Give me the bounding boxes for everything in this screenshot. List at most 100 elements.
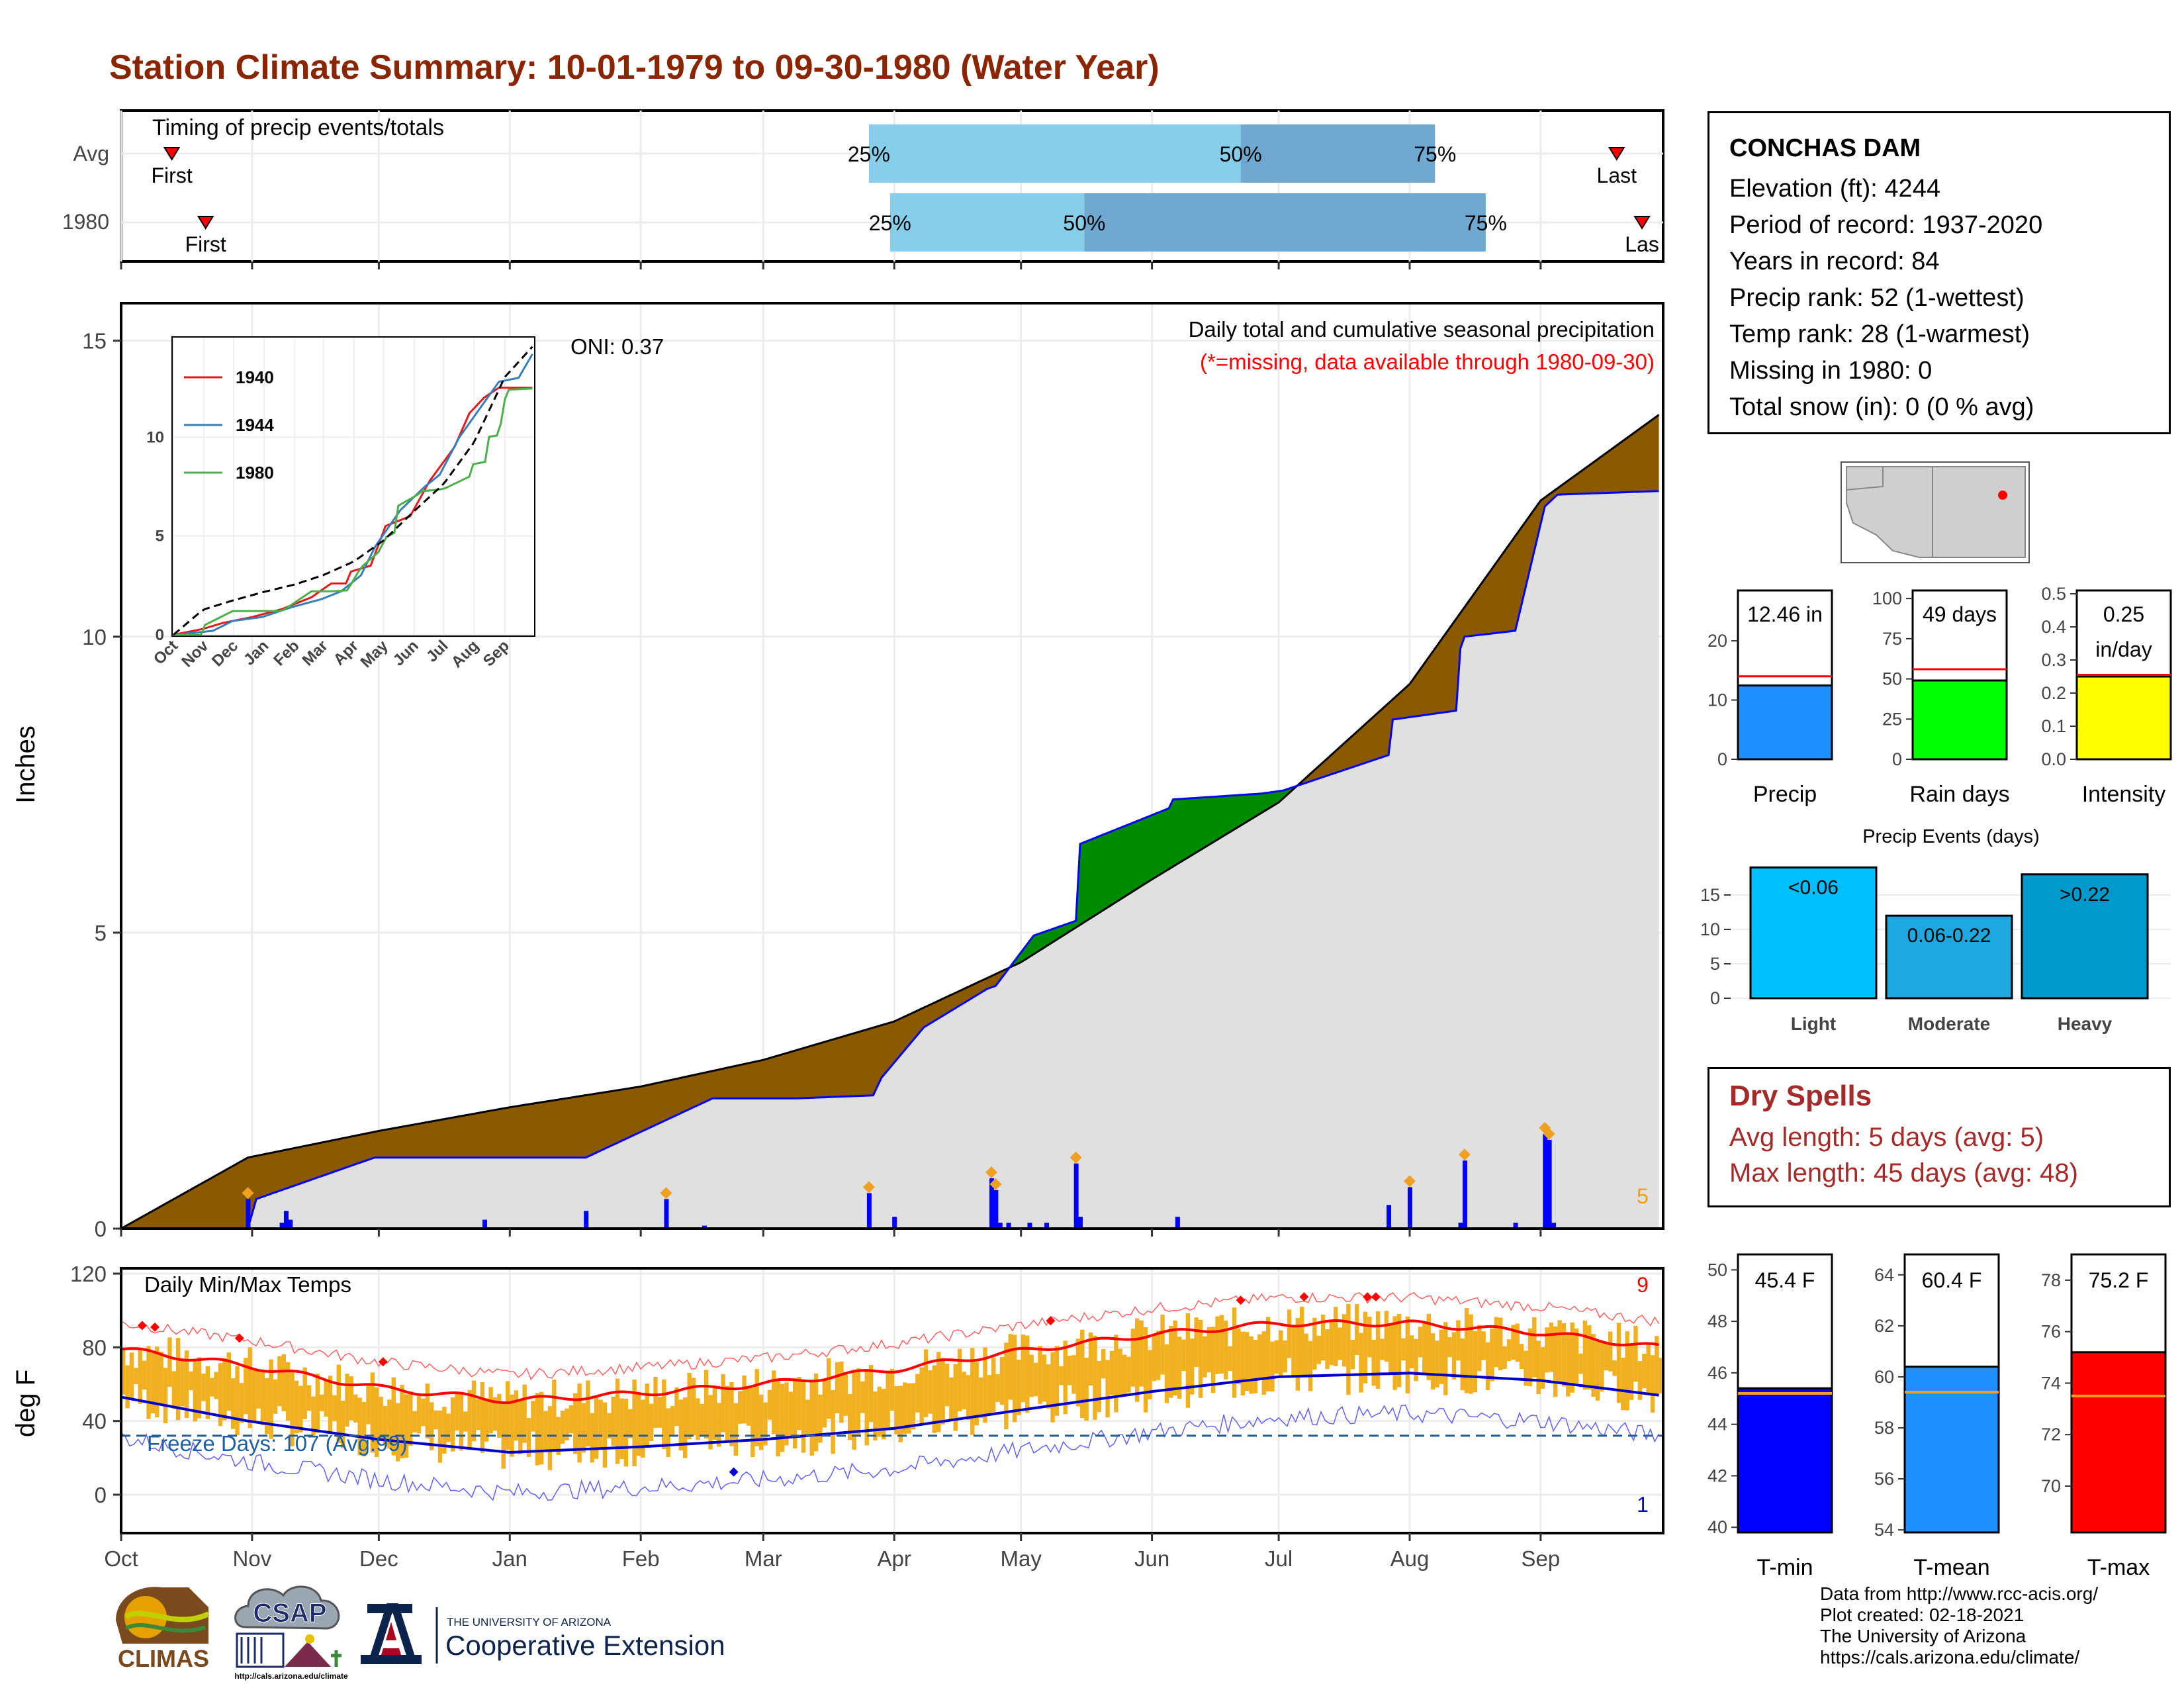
daily-temp-bar <box>1181 1339 1186 1372</box>
precip-events-title: Precip Events (days) <box>1862 826 2040 847</box>
timing-row-1980-label: 1980 <box>62 210 109 234</box>
rain-days-tick-label: 75 <box>1882 629 1902 649</box>
daily-temp-bar <box>1075 1338 1081 1407</box>
daily-temp-bar <box>1375 1311 1381 1389</box>
daily-temp-bar <box>1334 1307 1338 1366</box>
daily-temp-bar <box>1122 1354 1127 1396</box>
daily-temp-bar <box>653 1376 658 1429</box>
timing-bar-q25-q50 <box>868 124 1241 183</box>
record-high-marker <box>137 1321 147 1331</box>
daily-temp-bar <box>332 1395 337 1421</box>
timing-label: Timing of precip events/totals <box>152 115 444 140</box>
daily-temp-bar <box>214 1372 218 1399</box>
daily-temp-bar <box>1012 1335 1017 1423</box>
month-label: Aug <box>1390 1546 1430 1571</box>
daily-temp-bar <box>704 1370 709 1439</box>
freeze-days-label: Freeze Days: 107 (Avg:99) <box>147 1431 408 1456</box>
credits: Data from http://www.rcc-acis.org/ Plot … <box>1820 1583 2098 1668</box>
daily-temp-bar <box>1173 1320 1177 1396</box>
daily-temp-bar <box>1300 1307 1304 1376</box>
month-label: Jan <box>492 1546 527 1571</box>
daily-temp-bar <box>721 1374 725 1432</box>
daily-temp-bar <box>1071 1355 1076 1394</box>
daily-temp-bar <box>129 1352 134 1399</box>
daily-precip-bar <box>288 1219 293 1229</box>
month-label: Jun <box>1134 1546 1169 1571</box>
precip-total-value-label: 12.46 in <box>1747 602 1823 626</box>
daily-temp-bar <box>1536 1340 1541 1395</box>
daily-temp-bar <box>408 1391 413 1446</box>
daily-temp-bar <box>260 1370 265 1426</box>
rain-days-bar <box>1911 679 2008 761</box>
daily-temp-bar <box>1338 1327 1342 1360</box>
daily-temp-bar <box>484 1398 489 1442</box>
daily-temp-bar <box>1291 1327 1296 1377</box>
daily-temp-bar <box>1409 1335 1414 1368</box>
daily-precip-bar <box>1462 1160 1467 1229</box>
daily-temp-bar <box>1109 1350 1115 1395</box>
daily-temp-bar <box>138 1347 142 1404</box>
tmax-tick-label: 70 <box>2041 1476 2061 1496</box>
daily-temp-bar <box>442 1407 447 1454</box>
tmax-tick-label: 72 <box>2041 1425 2061 1444</box>
daily-temp-bar <box>1304 1333 1308 1377</box>
tmean-tick-label: 62 <box>1874 1316 1894 1336</box>
daily-temp-bar <box>1164 1344 1169 1403</box>
daily-temp-bar <box>784 1382 789 1446</box>
month-label: Jul <box>1265 1546 1293 1571</box>
daily-temp-bar <box>628 1409 633 1438</box>
precip-events-category-label: Light <box>1791 1013 1836 1034</box>
tmax-tick-label: 76 <box>2041 1322 2061 1342</box>
daily-temp-bar <box>813 1374 819 1452</box>
daily-temp-bar <box>953 1364 958 1431</box>
first-event-label: First <box>185 232 226 256</box>
daily-temp-bar <box>552 1380 557 1450</box>
daily-precip-bar <box>584 1211 589 1229</box>
daily-temp-bar <box>1642 1354 1647 1389</box>
daily-temp-bar <box>746 1387 751 1426</box>
daily-temp-bar <box>391 1377 396 1456</box>
daily-temp-bar <box>311 1396 316 1436</box>
heavy-precip-marker <box>1403 1175 1416 1188</box>
daily-temp-bar <box>281 1354 286 1411</box>
precip-events-tick-label: 5 <box>1710 954 1720 974</box>
daily-temp-bar <box>197 1357 202 1419</box>
daily-temp-bar <box>1637 1361 1643 1400</box>
precip-total-axis-label: Precip <box>1753 782 1817 807</box>
daily-temp-bar <box>1118 1348 1122 1397</box>
inset-legend-label: 1944 <box>236 415 274 435</box>
daily-temp-bar <box>1067 1355 1072 1385</box>
daily-temp-bar <box>886 1370 890 1428</box>
daily-temp-bar <box>907 1383 911 1434</box>
daily-temp-bar <box>1396 1313 1402 1387</box>
daily-temp-bar <box>678 1399 684 1451</box>
daily-temp-bar <box>1253 1340 1258 1393</box>
daily-temp-bar <box>569 1405 574 1434</box>
daily-temp-bar <box>1210 1327 1216 1393</box>
daily-temp-bar <box>581 1403 586 1453</box>
daily-temp-bar <box>150 1353 156 1414</box>
inset-average-line <box>173 346 533 636</box>
month-label: Apr <box>878 1546 911 1571</box>
summary-bars: 0 10 20 12.46 in Precip 0 25 50 75 100 49 days Rain… <box>1707 584 2172 807</box>
daily-temp-bar <box>1363 1311 1368 1383</box>
daily-temp-bar <box>480 1382 485 1453</box>
daily-temp-bar <box>375 1387 379 1458</box>
daily-temp-bar <box>539 1391 544 1465</box>
last-event-marker <box>1608 147 1625 161</box>
daily-temp-bar <box>949 1377 954 1421</box>
daily-precip-bar <box>1175 1217 1180 1229</box>
daily-temp-bar <box>1059 1366 1064 1385</box>
daily-temp-bar <box>928 1370 933 1414</box>
normal-min-line <box>120 1372 1659 1454</box>
precip-base-area <box>121 491 1659 1229</box>
daily-temp-bar <box>1587 1325 1592 1389</box>
intensity-tick-label: 0.2 <box>2041 683 2066 703</box>
daily-temp-bar <box>733 1403 739 1456</box>
daily-temp-bar <box>1498 1317 1503 1371</box>
daily-temp-bar <box>1295 1318 1300 1391</box>
daily-precip-bar <box>1547 1139 1552 1229</box>
daily-temp-bar <box>163 1368 168 1424</box>
daily-temp-bar <box>1570 1322 1574 1393</box>
daily-temp-bar <box>497 1393 502 1438</box>
